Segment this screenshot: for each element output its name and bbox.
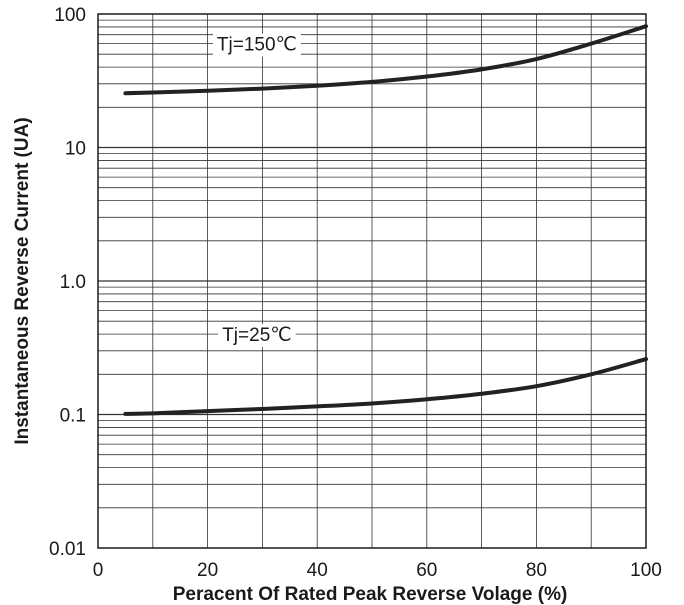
series-line-tj25: [123, 357, 648, 416]
series-label: Tj=150℃: [217, 35, 297, 56]
series-line-tj150: [123, 24, 648, 96]
x-axis-title: Peracent Of Rated Peak Reverse Volage (%…: [173, 584, 568, 605]
tick-labels: 0 20 40 60 80 100 0.01 0.1 1.0 10 100: [49, 5, 662, 581]
y-tick-label: 100: [54, 5, 86, 26]
x-tick-label: 40: [307, 560, 328, 581]
x-tick-label: 100: [630, 560, 662, 581]
x-tick-label: 0: [93, 560, 104, 581]
y-tick-label: 0.01: [49, 539, 86, 560]
y-tick-label: 0.1: [60, 406, 86, 427]
x-tick-label: 20: [197, 560, 218, 581]
y-tick-label: 1.0: [60, 272, 86, 293]
y-tick-label: 10: [65, 139, 86, 160]
series-label-background: [212, 33, 301, 57]
plot-frame: [97, 13, 647, 549]
x-tick-label: 60: [416, 560, 437, 581]
x-tick-label: 80: [526, 560, 547, 581]
series-label: Tj=25℃: [222, 325, 291, 346]
grid: [98, 14, 646, 548]
curves: Tj=150℃ Tj=25℃: [123, 24, 648, 416]
y-axis-title: Instantaneous Reverse Current (UA): [12, 117, 33, 444]
series-label-background: [218, 324, 296, 348]
